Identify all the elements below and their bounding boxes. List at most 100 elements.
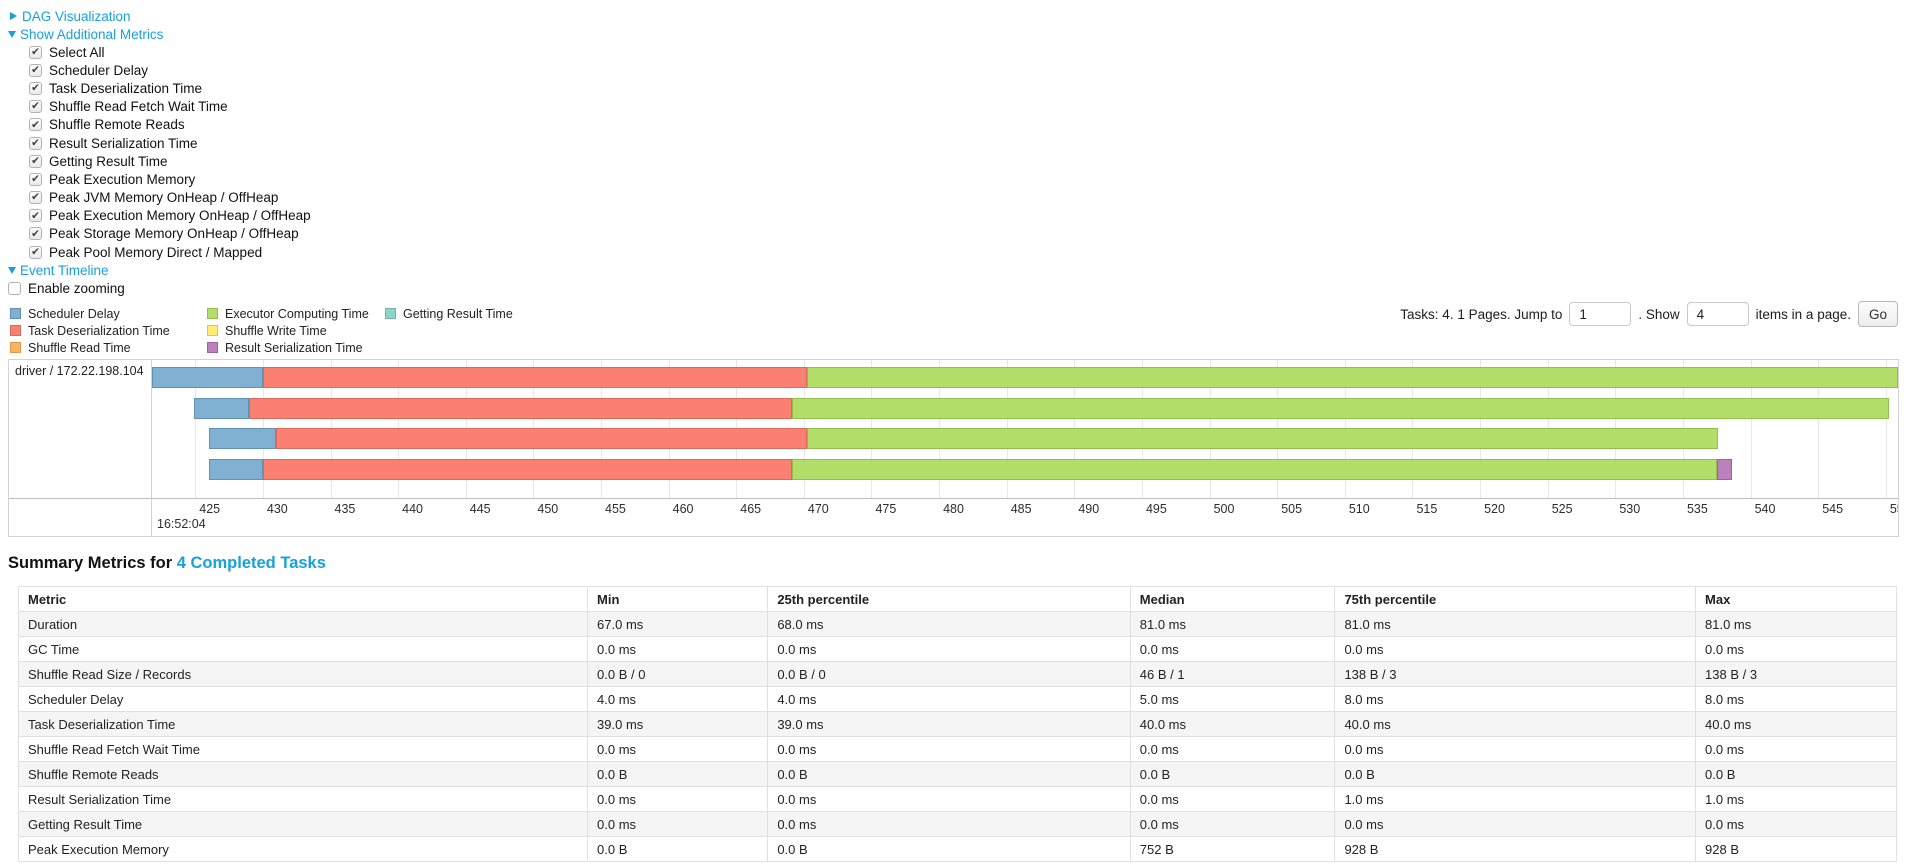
summary-table-header: Metric Min 25th percentile Median 75th perce… (17, 586, 1897, 613)
metric-name-cell: Shuffle Read Size / Records (17, 661, 589, 688)
metric-checkbox-item[interactable]: ✔ Peak JVM Memory OnHeap / OffHeap (29, 189, 1899, 207)
task-timeline-row (152, 367, 1898, 389)
metric-value-cell: 46 B / 1 (1129, 661, 1336, 688)
metric-value-cell: 4.0 ms (587, 686, 769, 713)
metric-checkbox-checked[interactable]: ✔ (29, 227, 42, 241)
axis-tick-label: 470 (807, 502, 829, 517)
metric-name-cell: Getting Result Time (17, 811, 589, 838)
metric-checkbox-checked[interactable]: ✔ (29, 81, 42, 95)
metric-value-cell: 81.0 ms (1695, 611, 1897, 638)
summary-column-header: Median (1129, 586, 1336, 613)
legend-item-task_deserialization: Task Deserialization Time (10, 322, 207, 339)
task-segment-executor_computing (806, 367, 1898, 389)
axis-tick-label: 520 (1484, 502, 1505, 517)
metric-checkbox-item[interactable]: ✔ Shuffle Remote Reads (29, 116, 1899, 134)
metric-value-cell: 0.0 ms (1695, 636, 1897, 663)
metric-checkbox-checked[interactable]: ✔ (29, 45, 42, 59)
metric-name-cell: Scheduler Delay (17, 686, 589, 713)
enable-zooming-checkbox[interactable] (8, 281, 21, 295)
items-per-page-input[interactable] (1686, 302, 1749, 327)
metric-checkbox-item[interactable]: ✔ Peak Execution Memory (29, 170, 1899, 188)
metric-checkbox-checked[interactable]: ✔ (29, 191, 42, 205)
metric-checkbox-item[interactable]: ✔ Select All (29, 43, 1899, 61)
metric-checkbox-item[interactable]: ✔ Peak Pool Memory Direct / Mapped (29, 243, 1899, 261)
metric-checkbox-item[interactable]: ✔ Shuffle Read Fetch Wait Time (29, 98, 1899, 116)
task-segment-task_deserialization (276, 428, 807, 450)
dag-visualization-toggle[interactable]: DAG Visualization (8, 7, 1899, 25)
metric-checkbox-checked[interactable]: ✔ (29, 136, 42, 150)
metric-checkbox-item[interactable]: ✔ Task Deserialization Time (29, 79, 1899, 97)
axis-time-label: 16:52:04 (157, 517, 206, 532)
metric-value-cell: 5.0 ms (1129, 686, 1336, 713)
metrics-checkbox-list: ✔ Select All ✔ Scheduler Delay ✔ Task Deseria… (29, 43, 1899, 261)
metric-checkbox-checked[interactable]: ✔ (29, 63, 42, 77)
metric-checkbox-item[interactable]: ✔ Scheduler Delay (29, 61, 1899, 79)
go-button[interactable]: Go (1857, 301, 1898, 328)
axis-tick-label: 435 (334, 502, 356, 517)
legend-item-shuffle_write: Shuffle Write Time (207, 322, 385, 339)
metric-checkbox-item[interactable]: ✔ Peak Execution Memory OnHeap / OffHeap (29, 207, 1899, 225)
metric-value-cell: 0.0 ms (1695, 811, 1897, 838)
axis-tick-label: 515 (1416, 502, 1438, 517)
metric-name-cell: Duration (17, 611, 589, 638)
metric-value-cell: 0.0 ms (1695, 736, 1897, 763)
metric-value-cell: 67.0 ms (587, 611, 769, 638)
axis-tick-label: 450 (537, 502, 559, 517)
metric-checkbox-item[interactable]: ✔ Getting Result Time (29, 152, 1899, 170)
metric-checkbox-checked[interactable]: ✔ (29, 209, 42, 223)
checkmark-icon: ✔ (31, 154, 40, 167)
enable-zooming-label: Enable zooming (28, 280, 125, 296)
metric-checkbox-checked[interactable]: ✔ (29, 172, 42, 186)
jump-to-page-input[interactable] (1569, 302, 1632, 327)
metric-value-cell: 4.0 ms (767, 686, 1131, 713)
event-timeline-toggle[interactable]: Event Timeline (8, 261, 1899, 279)
metric-checkbox-label: Result Serialization Time (49, 135, 198, 151)
summary-table-row: Shuffle Remote Reads 0.0 B 0.0 B 0.0 B 0.0 B… (17, 761, 1897, 788)
metric-value-cell: 0.0 B / 0 (767, 661, 1131, 688)
timeline-plot (152, 360, 1898, 500)
metric-value-cell: 0.0 ms (767, 786, 1131, 813)
metric-checkbox-checked[interactable]: ✔ (29, 154, 42, 168)
metric-value-cell: 0.0 B (767, 836, 1131, 863)
summary-title-prefix: Summary Metrics for (8, 554, 173, 573)
metric-value-cell: 0.0 ms (767, 811, 1131, 838)
task-timeline-row (152, 428, 1898, 450)
metric-checkbox-label: Shuffle Remote Reads (49, 117, 185, 133)
axis-tick-label: 500 (1213, 502, 1235, 517)
metric-checkbox-item[interactable]: ✔ Result Serialization Time (29, 134, 1899, 152)
metric-value-cell: 0.0 B (587, 761, 769, 788)
summary-column-header: Max (1695, 586, 1897, 613)
enable-zooming-row[interactable]: Enable zooming (8, 279, 1899, 297)
axis-tick-label: 510 (1348, 502, 1370, 517)
legend-item-executor_computing: Executor Computing Time (207, 305, 385, 322)
checkmark-icon: ✔ (31, 227, 40, 240)
summary-table-row: GC Time 0.0 ms 0.0 ms 0.0 ms 0.0 ms 0.0 ms (17, 636, 1897, 663)
summary-table-row: Result Serialization Time 0.0 ms 0.0 ms 0.0… (17, 786, 1897, 813)
metric-value-cell: 0.0 B (1129, 761, 1336, 788)
metric-value-cell: 0.0 B (1695, 761, 1897, 788)
checkmark-icon: ✔ (31, 173, 40, 186)
metric-name-cell: Result Serialization Time (17, 786, 589, 813)
metric-checkbox-label: Peak Storage Memory OnHeap / OffHeap (49, 226, 299, 242)
summary-table-row: Shuffle Read Size / Records 0.0 B / 0 0.0 … (17, 661, 1897, 688)
task-segment-scheduler_delay (208, 458, 263, 480)
completed-tasks-link[interactable]: 4 Completed Tasks (176, 554, 326, 573)
metric-checkbox-item[interactable]: ✔ Peak Storage Memory OnHeap / OffHeap (29, 225, 1899, 243)
metric-name-cell: Shuffle Read Fetch Wait Time (17, 736, 589, 763)
axis-tick-label: 490 (1078, 502, 1100, 517)
metric-value-cell: 928 B (1334, 836, 1697, 863)
task-segment-executor_computing (791, 458, 1717, 480)
axis-gridline (195, 360, 197, 499)
metric-checkbox-checked[interactable]: ✔ (29, 100, 42, 114)
timeline-legend: Scheduler Delay Task Deserialization Time… (10, 305, 1899, 356)
metric-checkbox-label: Getting Result Time (49, 153, 168, 169)
metric-value-cell: 1.0 ms (1695, 786, 1897, 813)
show-additional-metrics-toggle[interactable]: Show Additional Metrics (8, 25, 1899, 43)
metric-checkbox-checked[interactable]: ✔ (29, 245, 42, 259)
metric-value-cell: 0.0 ms (587, 736, 769, 763)
metric-checkbox-checked[interactable]: ✔ (29, 118, 42, 132)
metric-value-cell: 0.0 ms (587, 636, 769, 663)
metric-value-cell: 68.0 ms (767, 611, 1131, 638)
metric-value-cell: 0.0 B (1334, 761, 1697, 788)
metric-value-cell: 0.0 ms (587, 811, 769, 838)
